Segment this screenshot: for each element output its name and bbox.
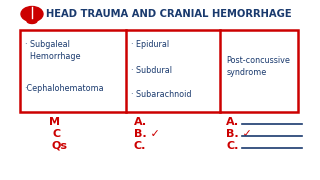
Text: · Subarachnoid: · Subarachnoid [131, 90, 191, 99]
Text: Qs: Qs [51, 141, 67, 151]
Text: ·Cephalohematoma: ·Cephalohematoma [24, 84, 104, 93]
Text: M: M [50, 117, 60, 127]
Bar [20, 30, 298, 112]
Text: B. ✓: B. ✓ [134, 129, 159, 139]
Text: Post-concussive
syndrome: Post-concussive syndrome [226, 56, 290, 77]
Ellipse shape [21, 6, 43, 21]
Text: C.: C. [134, 141, 146, 151]
Text: A.: A. [226, 117, 239, 127]
Text: A.: A. [134, 117, 147, 127]
Text: C.: C. [226, 141, 238, 151]
Text: C: C [53, 129, 61, 139]
Text: · Subgaleal
  Hemorrhage: · Subgaleal Hemorrhage [25, 40, 81, 61]
Ellipse shape [27, 19, 37, 24]
Text: · Epidural: · Epidural [131, 40, 169, 49]
Text: B. ✓: B. ✓ [226, 129, 252, 139]
Text: HEAD TRAUMA AND CRANIAL HEMORRHAGE: HEAD TRAUMA AND CRANIAL HEMORRHAGE [46, 9, 292, 19]
Text: · Subdural: · Subdural [131, 66, 172, 75]
